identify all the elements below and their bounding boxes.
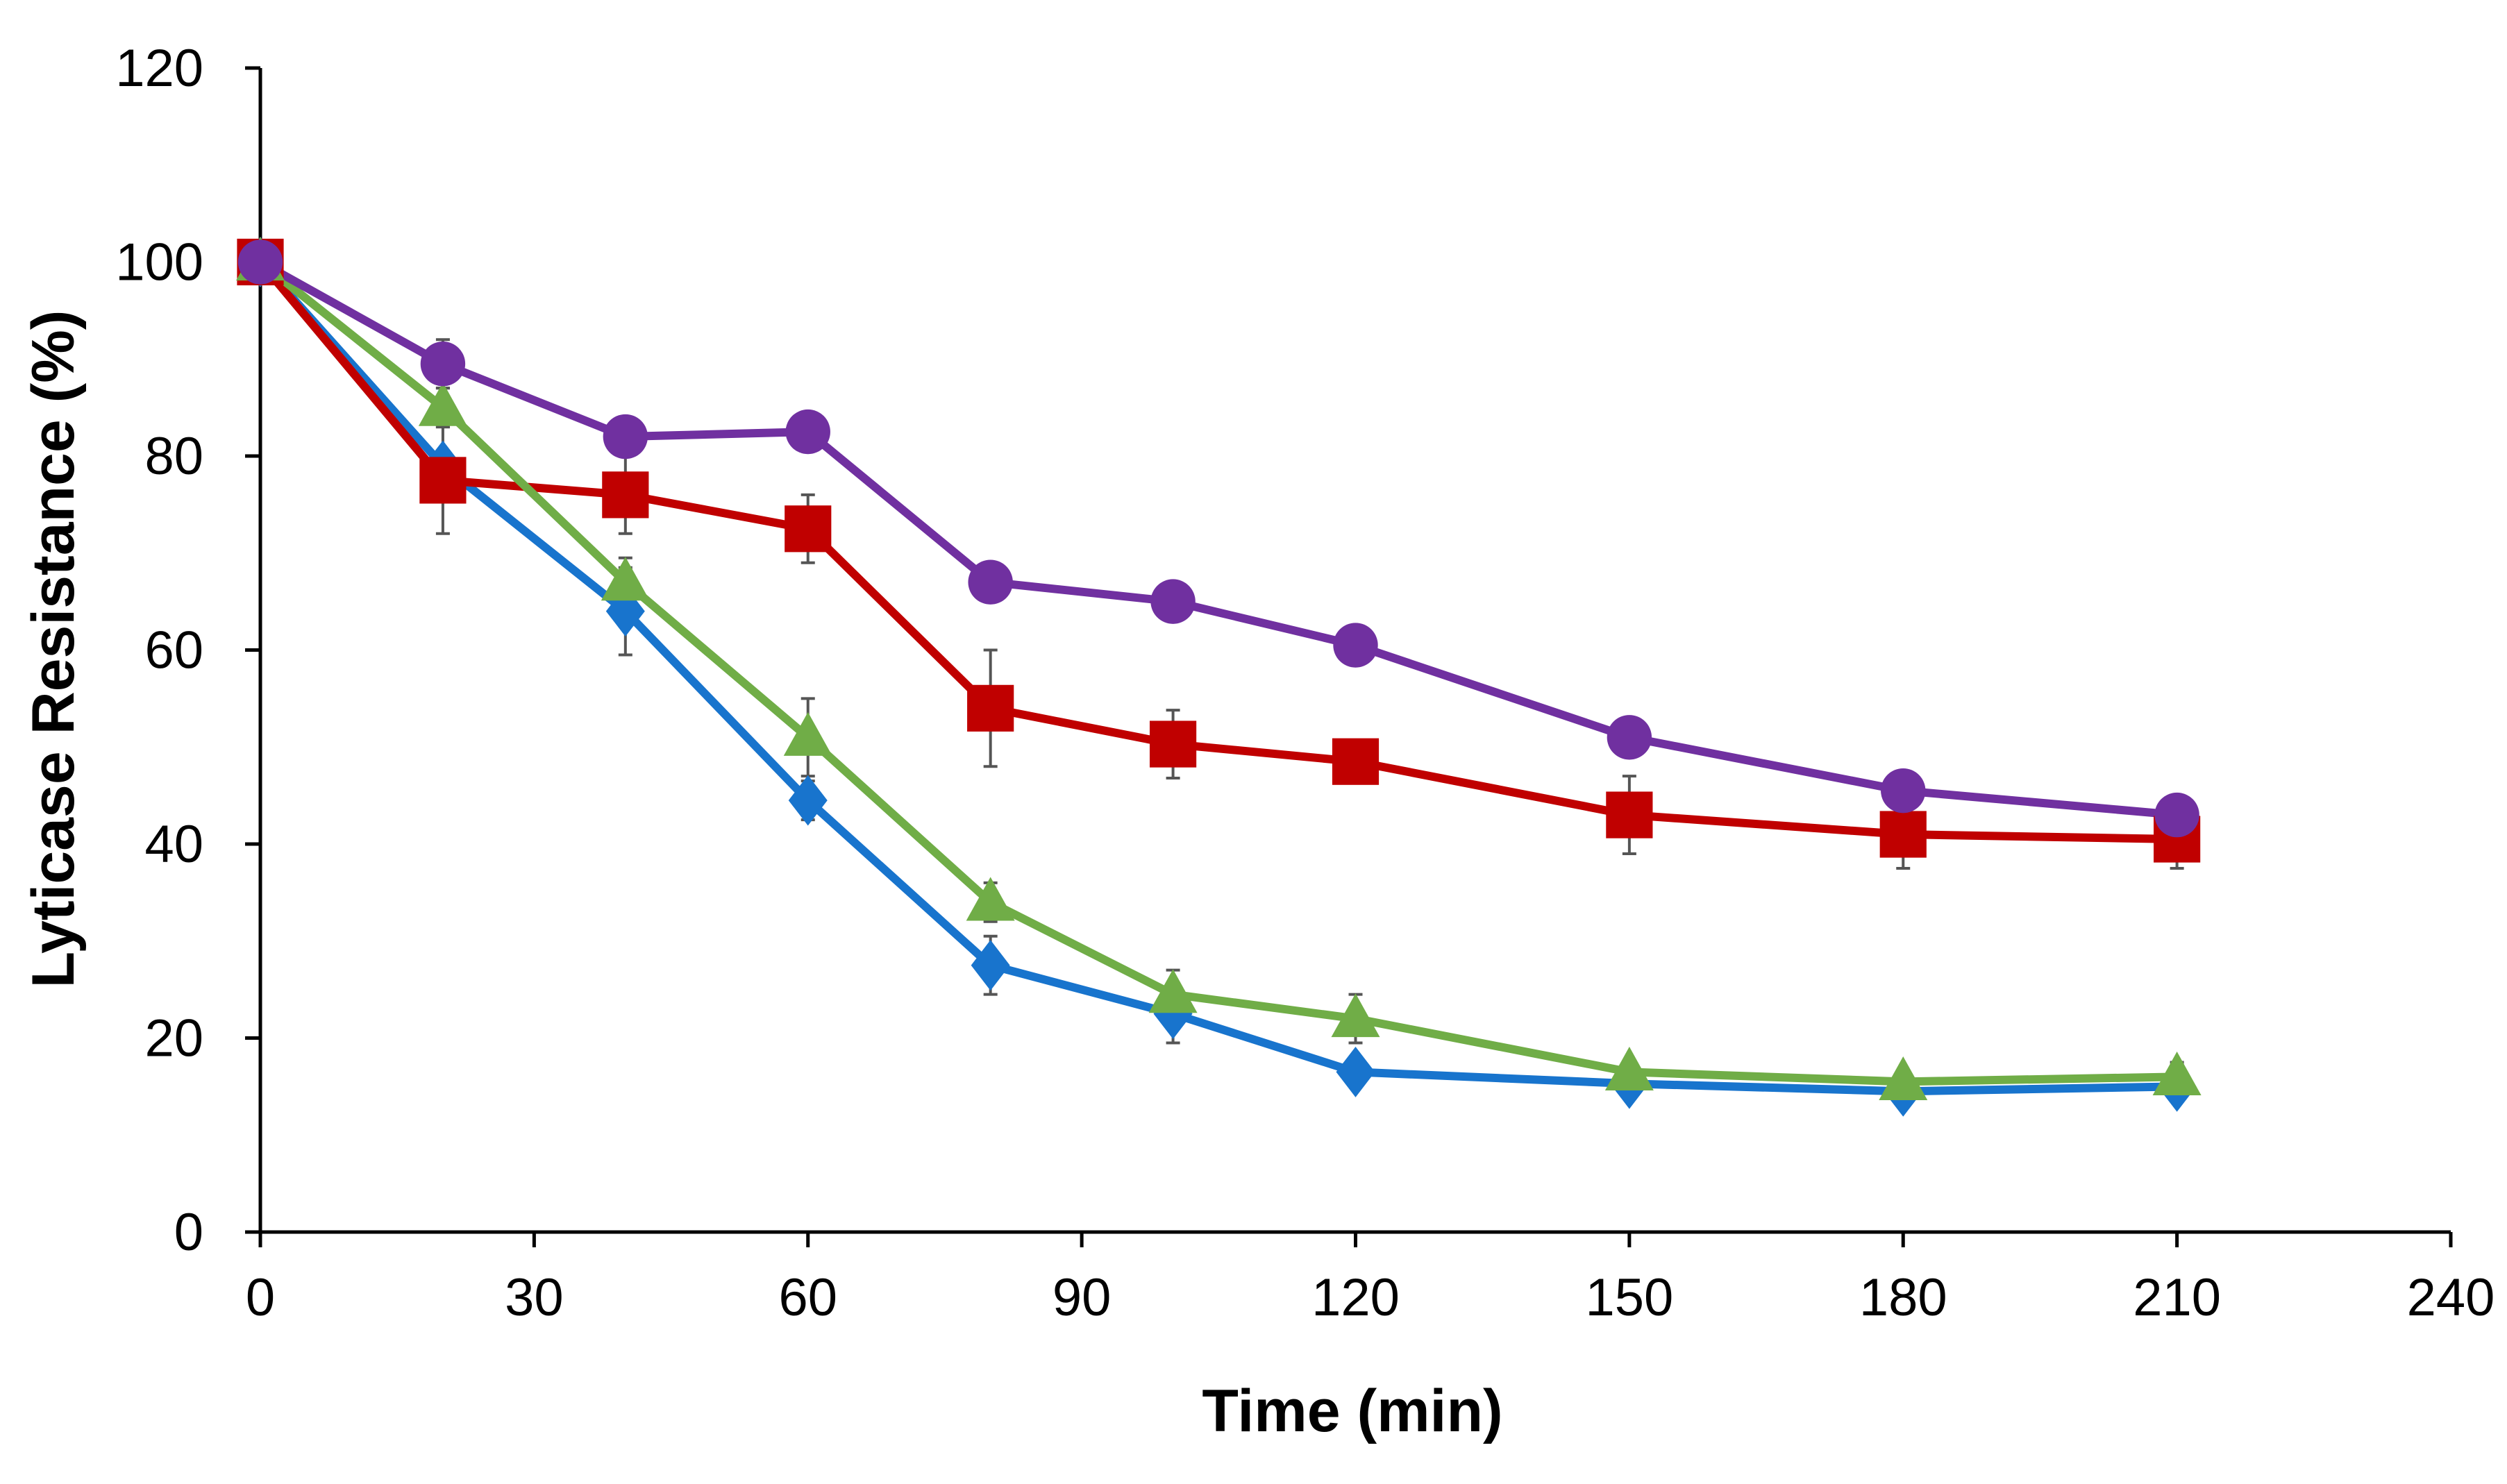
x-tick-label: 30 bbox=[505, 1268, 564, 1327]
data-point-circle bbox=[603, 414, 648, 459]
axes: 0 20 40 60 80 100 120 0 30 60 90 120 150 180 210 240 bbox=[115, 39, 2495, 1327]
data-point-circle bbox=[968, 559, 1013, 605]
y-tick-label: 80 bbox=[144, 427, 203, 486]
x-tick-label: 180 bbox=[1859, 1268, 1947, 1327]
error-bars bbox=[435, 338, 2184, 1103]
y-tick-label: 100 bbox=[115, 233, 203, 292]
x-tick-label: 60 bbox=[778, 1268, 837, 1327]
data-point-square bbox=[785, 505, 832, 553]
x-tick-label: 90 bbox=[1053, 1268, 1112, 1327]
x-tick-label: 150 bbox=[1585, 1268, 1673, 1327]
data-point-circle bbox=[420, 342, 466, 387]
y-tick-label: 60 bbox=[144, 621, 203, 680]
x-tick-label: 0 bbox=[246, 1268, 275, 1327]
x-tick-label: 120 bbox=[1311, 1268, 1400, 1327]
data-point-diamond bbox=[971, 940, 1010, 991]
data-point-diamond bbox=[1336, 1047, 1375, 1097]
data-point-circle bbox=[785, 409, 830, 455]
data-point-triangle bbox=[418, 382, 467, 426]
data-point-triangle bbox=[783, 711, 832, 756]
y-tick-label: 120 bbox=[115, 39, 203, 98]
series-lines bbox=[257, 258, 2178, 1096]
data-point-circle bbox=[1607, 715, 1652, 760]
data-point-square bbox=[1149, 720, 1197, 768]
data-point-triangle bbox=[1331, 993, 1380, 1038]
data-point-circle bbox=[1881, 768, 1926, 813]
data-point-circle bbox=[2154, 792, 2199, 838]
y-axis-title: Lyticase Resistance (%) bbox=[20, 310, 87, 988]
data-point-triangle bbox=[601, 557, 650, 601]
data-point-circle bbox=[1333, 623, 1378, 668]
data-point-circle bbox=[1150, 579, 1196, 624]
data-point-triangle bbox=[2152, 1052, 2202, 1095]
data-point-square bbox=[419, 457, 467, 504]
data-point-diamond bbox=[788, 775, 828, 826]
data-point-square bbox=[602, 471, 649, 518]
data-point-square bbox=[1332, 738, 1380, 785]
y-tick-label: 20 bbox=[144, 1009, 203, 1068]
series-line-square bbox=[257, 259, 2177, 844]
data-point-triangle bbox=[966, 877, 1015, 921]
series-line-circle bbox=[258, 258, 2178, 820]
data-point-triangle bbox=[1148, 969, 1198, 1013]
data-point-triangle bbox=[1604, 1047, 1654, 1091]
x-axis-title: Time (min) bbox=[1202, 1378, 1502, 1444]
data-point-triangle bbox=[1879, 1056, 1928, 1100]
data-point-square bbox=[1606, 791, 1653, 838]
y-tick-label: 0 bbox=[174, 1203, 203, 1262]
y-tick-label: 40 bbox=[144, 815, 203, 874]
series-line-triangle bbox=[258, 258, 2177, 1086]
data-point-square bbox=[1879, 811, 1927, 858]
x-tick-label: 210 bbox=[2133, 1268, 2221, 1327]
series-line-diamond bbox=[257, 259, 2177, 1096]
data-point-circle bbox=[237, 239, 283, 285]
x-tick-label: 240 bbox=[2407, 1268, 2495, 1327]
data-point-square bbox=[967, 684, 1014, 732]
series-markers bbox=[236, 237, 2202, 1117]
